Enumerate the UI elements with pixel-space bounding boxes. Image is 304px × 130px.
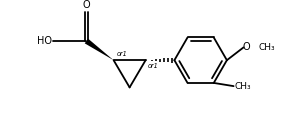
Text: or1: or1 bbox=[117, 51, 128, 57]
Text: CH₃: CH₃ bbox=[235, 82, 251, 91]
Text: CH₃: CH₃ bbox=[258, 43, 275, 52]
Text: HO: HO bbox=[36, 36, 51, 46]
Polygon shape bbox=[85, 39, 114, 60]
Text: O: O bbox=[83, 0, 90, 10]
Text: O: O bbox=[243, 42, 250, 52]
Text: or1: or1 bbox=[148, 63, 159, 69]
